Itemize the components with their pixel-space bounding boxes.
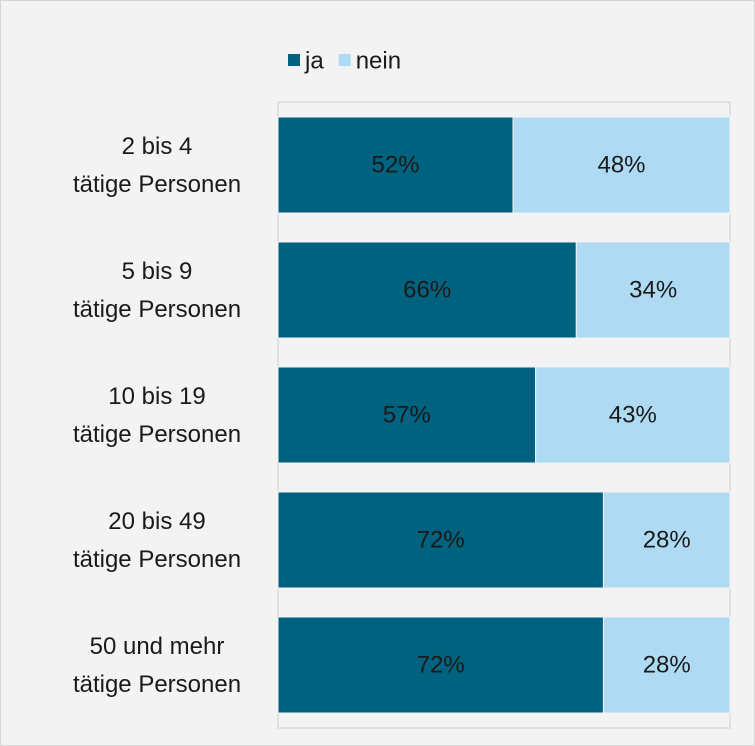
- bar-segment: [602, 616, 731, 714]
- bar-value-label: 43%: [609, 402, 657, 429]
- bar-segment: [277, 116, 514, 214]
- bar-segment: [277, 616, 604, 714]
- y-tick-label: 10 bis 19 tätige Personen: [73, 383, 241, 448]
- bar-segment: [575, 241, 731, 339]
- bar-segment: [535, 366, 731, 464]
- bar-value-label: 52%: [371, 152, 419, 179]
- bar-value-label: 72%: [417, 527, 465, 554]
- bar-segment: [602, 491, 731, 589]
- bar-segment: [277, 491, 604, 589]
- bar-value-label: 28%: [643, 652, 691, 679]
- bar-value-label: 28%: [643, 527, 691, 554]
- legend-swatch: [288, 54, 300, 66]
- bar-value-label: 57%: [383, 402, 431, 429]
- bar-segment: [277, 241, 577, 339]
- y-tick-label: 20 bis 49 tätige Personen: [73, 508, 241, 573]
- y-tick-label: 50 und mehr tätige Personen: [73, 633, 241, 698]
- y-tick-label: 5 bis 9 tätige Personen: [73, 258, 241, 323]
- legend-label: nein: [356, 48, 401, 75]
- bar-value-label: 48%: [597, 152, 645, 179]
- legend-swatch: [338, 54, 351, 66]
- bar-value-label: 72%: [417, 652, 465, 679]
- bar-segment: [512, 116, 731, 214]
- bar-segment: [277, 366, 537, 464]
- legend-label: ja: [304, 48, 324, 75]
- bar-value-label: 66%: [403, 277, 451, 304]
- y-tick-label: 2 bis 4 tätige Personen: [73, 133, 241, 198]
- bar-value-label: 34%: [629, 277, 677, 304]
